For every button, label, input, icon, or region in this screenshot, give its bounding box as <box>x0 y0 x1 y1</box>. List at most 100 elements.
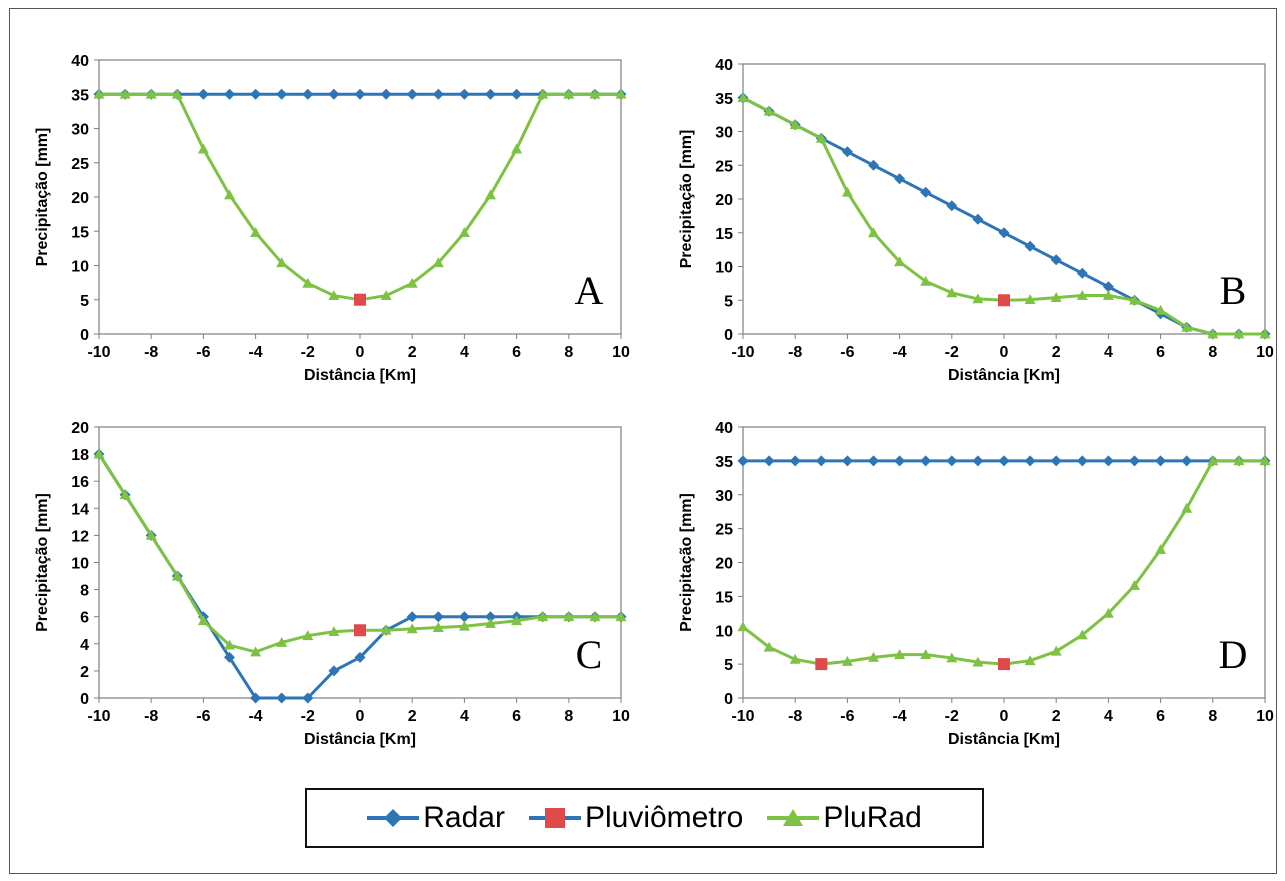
data-point <box>1207 455 1219 466</box>
data-point <box>1024 455 1036 467</box>
x-tick-label: 10 <box>612 708 630 725</box>
x-tick-label: 6 <box>1156 708 1165 725</box>
data-point <box>789 119 801 130</box>
data-point <box>1129 580 1140 590</box>
data-point <box>354 624 366 637</box>
chart-b: 0 5 10 15 20 25 30 35 40 -10 -8 -6 -4 -2 0 2 4 6 8 10 Distân… <box>678 57 1274 384</box>
y-tick-label: 40 <box>715 57 733 74</box>
data-point <box>998 455 1010 467</box>
data-point <box>380 88 392 100</box>
data-point <box>894 455 906 467</box>
data-point <box>276 692 288 704</box>
legend-item-plurad: PluRad <box>767 801 922 835</box>
legend-plurad-symbol <box>767 809 820 826</box>
x-tick-label: 6 <box>512 344 521 361</box>
x-tick-label: 0 <box>356 344 365 361</box>
chart-d: 0 5 10 15 20 25 30 35 40 -10 -8 -6 -4 -2 0 2 4 6 8 10 Distân… <box>678 420 1274 748</box>
x-tick-label: 4 <box>1104 344 1113 361</box>
data-point <box>1155 304 1167 315</box>
y-tick-label: 25 <box>715 158 733 175</box>
y-axis-label: Precipitação [mm] <box>34 493 51 632</box>
series-line-plurad <box>97 453 621 654</box>
data-point <box>841 655 853 666</box>
data-point <box>511 143 523 154</box>
data-point <box>1050 455 1062 467</box>
legend-pluviometro-marker <box>544 808 565 828</box>
data-point <box>1102 281 1114 293</box>
data-point <box>119 88 131 99</box>
data-point <box>946 287 958 298</box>
x-tick-label: 4 <box>460 708 469 725</box>
data-point <box>841 146 853 158</box>
data-point <box>458 611 470 623</box>
chart-a: 0 5 10 15 20 25 30 35 40 -10 -8 -6 -4 -2 0 2 4 6 8 10 Distân… <box>34 53 630 384</box>
panel-label: A <box>575 268 604 313</box>
data-point <box>946 200 958 212</box>
y-tick-label: 5 <box>80 293 89 310</box>
y-tick-label: 35 <box>715 454 733 471</box>
data-point <box>815 132 827 143</box>
x-axis-label: Distância [Km] <box>304 731 416 748</box>
legend-plurad-marker <box>783 809 804 826</box>
data-point <box>302 88 314 100</box>
data-point <box>511 88 523 100</box>
y-tick-label: 5 <box>724 293 733 310</box>
x-tick-label: -10 <box>731 344 754 361</box>
legend: Radar Pluviômetro PluRad <box>305 788 984 848</box>
y-tick-label: 16 <box>71 474 89 491</box>
x-tick-label: 8 <box>564 344 573 361</box>
y-tick-label: 18 <box>71 447 89 464</box>
y-tick-label: 30 <box>715 125 733 142</box>
panel-label: C <box>576 632 603 677</box>
x-tick-label: -6 <box>196 344 210 361</box>
data-point <box>197 88 209 100</box>
data-point <box>1050 645 1062 656</box>
panel-label: B <box>1220 268 1247 313</box>
x-tick-label: 8 <box>564 708 573 725</box>
data-point <box>920 455 932 467</box>
data-point <box>276 257 288 268</box>
x-tick-label: 10 <box>1256 708 1274 725</box>
x-tick-label: -8 <box>144 344 158 361</box>
x-tick-label: 10 <box>612 344 630 361</box>
data-point <box>1233 328 1245 339</box>
data-point <box>1181 321 1193 332</box>
data-point <box>458 227 470 238</box>
y-tick-label: 10 <box>71 556 89 573</box>
data-point <box>224 651 235 663</box>
data-point <box>485 611 496 623</box>
data-point <box>485 617 496 628</box>
data-point <box>432 611 444 623</box>
x-tick-label: -10 <box>87 708 110 725</box>
data-point <box>537 611 549 622</box>
x-tick-label: -2 <box>945 708 959 725</box>
x-tick-label: 0 <box>1000 344 1009 361</box>
x-tick-label: -2 <box>945 344 959 361</box>
data-point <box>815 658 828 671</box>
data-point <box>1129 294 1140 305</box>
x-tick-label: 0 <box>1000 708 1009 725</box>
data-point <box>406 88 418 100</box>
y-tick-label: 35 <box>715 91 733 108</box>
data-point <box>763 105 775 116</box>
data-point <box>302 630 314 641</box>
y-tick-label: 20 <box>71 190 89 207</box>
data-point <box>432 257 444 268</box>
x-tick-label: 10 <box>1256 344 1274 361</box>
x-tick-label: 2 <box>408 708 417 725</box>
x-tick-label: -10 <box>731 708 754 725</box>
data-point <box>946 652 958 663</box>
data-point <box>406 277 418 288</box>
x-tick-label: 6 <box>512 708 521 725</box>
data-point <box>1155 455 1167 467</box>
data-point <box>1076 267 1088 279</box>
y-tick-label: 20 <box>715 556 733 573</box>
chart-c: 0 2 4 6 8 10 12 14 16 18 20 -10 -8 -6 -4 -2 0 2 4 6 8 10 Distâ… <box>34 420 630 748</box>
y-tick-label: 25 <box>71 156 89 173</box>
y-tick-label: 15 <box>71 224 89 241</box>
y-tick-label: 40 <box>71 53 89 70</box>
data-point <box>1024 240 1036 252</box>
data-point <box>250 227 262 238</box>
data-point <box>224 88 235 100</box>
